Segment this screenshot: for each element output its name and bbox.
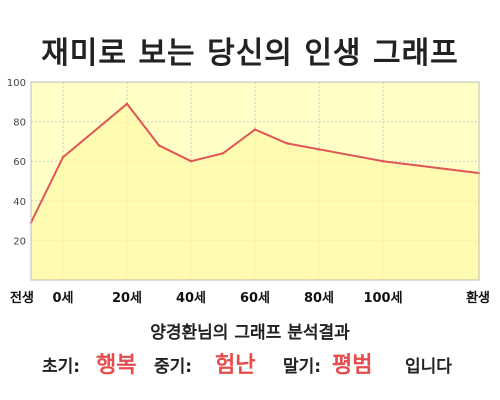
- life-graph-chart: 100 80 60 40 20 전생 0세 20세 40세 60세 80세 100세 환생: [7, 78, 490, 306]
- y-tick-label: 40: [13, 197, 26, 208]
- x-tick-label: 20세: [112, 291, 142, 306]
- data-point: [445, 167, 449, 171]
- data-point: [61, 156, 65, 159]
- series-line: [30, 102, 480, 224]
- y-tick-label: 80: [13, 118, 26, 129]
- middle-value: 험난: [215, 353, 256, 378]
- data-point: [285, 142, 289, 145]
- x-tick-label: 60세: [240, 291, 270, 306]
- early-label: 초기:: [42, 357, 81, 377]
- x-tick-label: 환생: [466, 290, 490, 306]
- chart-title: 재미로 보는 당신의 인생 그래프: [41, 36, 459, 71]
- y-tick-label: 60: [13, 157, 26, 168]
- plot-frame: [30, 81, 480, 281]
- result-title: 양경환님의 그래프 분석결과: [150, 323, 350, 343]
- data-point: [253, 128, 257, 131]
- suffix-text: 입니다: [405, 357, 452, 377]
- data-point: [317, 148, 321, 151]
- x-tick-label: 0세: [52, 291, 73, 306]
- middle-label: 중기:: [154, 357, 193, 377]
- x-tick-label: 전생: [10, 290, 34, 306]
- y-tick-label: 20: [13, 236, 26, 247]
- area-fill: [31, 103, 479, 280]
- data-point: [125, 102, 129, 105]
- x-tick-label: 100세: [363, 291, 402, 306]
- data-point: [221, 152, 225, 155]
- late-label: 말기:: [283, 357, 322, 377]
- early-value: 행복: [96, 353, 137, 378]
- data-point: [157, 144, 161, 147]
- late-value: 평범: [332, 353, 373, 378]
- y-tick-label: 100: [7, 78, 26, 89]
- data-point: [381, 160, 385, 163]
- x-tick-label: 40세: [176, 291, 206, 306]
- data-point: [189, 160, 193, 163]
- x-tick-label: 80세: [304, 291, 334, 306]
